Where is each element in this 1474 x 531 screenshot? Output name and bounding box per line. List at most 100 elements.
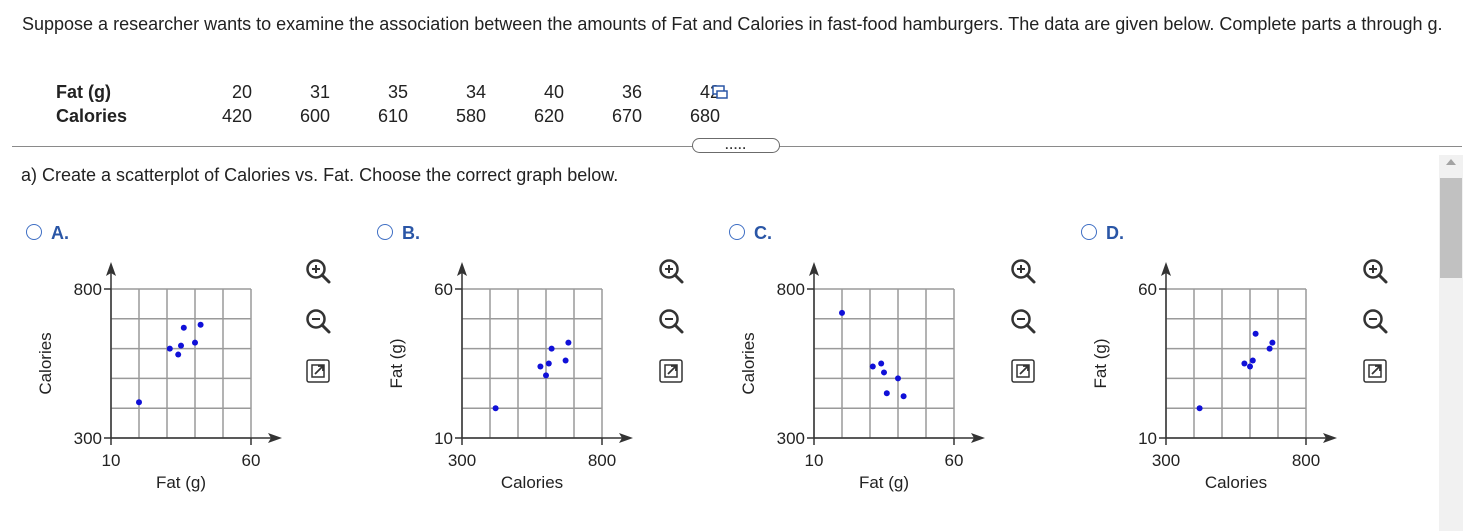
x-axis-arrow-icon [619, 433, 633, 443]
data-point [1269, 339, 1276, 346]
y-axis-label: Fat (g) [1091, 338, 1110, 388]
scatterplot-d: 60 10 300 800 Calories Fat (g) [1091, 262, 1337, 492]
zoom-in-icon [306, 259, 331, 284]
y-tick-label: 60 [434, 280, 453, 299]
zoom-out-button[interactable] [303, 306, 333, 336]
open-graph-button[interactable] [1360, 356, 1390, 386]
zoom-out-button[interactable] [1360, 306, 1390, 336]
x-tick-label: 300 [1152, 451, 1180, 470]
expand-more-button[interactable]: ..... [692, 138, 780, 153]
data-point [839, 309, 845, 316]
data-point [166, 345, 173, 352]
data-point [192, 339, 198, 346]
x-tick-label: 60 [242, 451, 261, 470]
x-axis-arrow-icon [268, 433, 282, 443]
open-graph-button[interactable] [656, 356, 686, 386]
data-point [1252, 330, 1259, 337]
data-point [883, 390, 890, 397]
y-axis-arrow-icon [809, 262, 819, 276]
zoom-out-button[interactable] [1008, 306, 1038, 336]
table-cell: 600 [299, 106, 330, 126]
y-tick-label: 10 [434, 429, 453, 448]
zoom-in-icon [659, 259, 684, 284]
y-axis-arrow-icon [457, 262, 467, 276]
table-cell: 620 [533, 106, 564, 126]
data-point [1249, 357, 1256, 364]
radio-option-a[interactable] [26, 224, 42, 240]
table-cell: 670 [611, 106, 642, 126]
table-cell: 35 [387, 82, 408, 102]
table-row: Fat (g) 20 31 35 34 40 36 42 [56, 80, 720, 104]
x-axis-label: Fat (g) [156, 473, 206, 492]
x-axis-arrow-icon [971, 433, 985, 443]
data-point [869, 363, 876, 370]
y-tick-label: 60 [1138, 280, 1157, 299]
open-graph-button[interactable] [1008, 356, 1038, 386]
data-point [900, 393, 907, 400]
data-point [537, 363, 544, 370]
data-point [548, 345, 555, 352]
option-letter[interactable]: A. [51, 223, 69, 243]
open-graph-button[interactable] [303, 356, 333, 386]
data-point [895, 375, 901, 382]
x-axis-label: Calories [501, 473, 563, 492]
x-tick-label: 800 [1292, 451, 1320, 470]
data-point [197, 321, 204, 328]
y-axis-arrow-icon [1161, 262, 1171, 276]
scatterplot-b: 60 10 300 800 Calories Fat (g) [387, 262, 633, 492]
data-point [178, 342, 184, 349]
table-cell: 42 [699, 82, 720, 102]
x-tick-label: 300 [448, 451, 476, 470]
y-axis-label: Fat (g) [387, 338, 406, 388]
data-point [492, 405, 499, 412]
data-point [1241, 360, 1248, 367]
zoom-out-icon [1363, 309, 1388, 334]
radio-option-c[interactable] [729, 224, 745, 240]
x-tick-label: 60 [945, 451, 964, 470]
x-tick-label: 800 [588, 451, 616, 470]
table-cell: 680 [689, 106, 720, 126]
zoom-in-button[interactable] [303, 256, 333, 286]
external-link-icon [306, 359, 330, 383]
scrollbar-thumb[interactable] [1440, 178, 1462, 278]
x-axis-label: Calories [1205, 473, 1267, 492]
row-label-calories: Calories [56, 106, 128, 126]
option-letter[interactable]: B. [402, 223, 420, 243]
table-cell: 20 [231, 82, 252, 102]
table-cell: 580 [455, 106, 486, 126]
y-tick-label: 300 [74, 429, 102, 448]
zoom-out-icon [306, 309, 331, 334]
data-point [180, 324, 187, 331]
zoom-out-button[interactable] [656, 306, 686, 336]
zoom-out-icon [659, 309, 684, 334]
data-point [878, 360, 885, 367]
external-link-icon [659, 359, 683, 383]
radio-option-d[interactable] [1081, 224, 1097, 240]
zoom-in-button[interactable] [1008, 256, 1038, 286]
option-letter[interactable]: D. [1106, 223, 1124, 243]
data-point [1196, 405, 1203, 412]
copy-icon[interactable] [712, 84, 728, 100]
table-cell: 31 [309, 82, 330, 102]
x-tick-label: 10 [102, 451, 121, 470]
option-c: C. 800 300 10 60 Fat (g) Calories [729, 222, 1079, 522]
y-tick-label: 300 [777, 429, 805, 448]
data-point [545, 360, 552, 367]
y-tick-label: 800 [777, 280, 805, 299]
radio-option-b[interactable] [377, 224, 393, 240]
zoom-in-icon [1011, 259, 1036, 284]
table-row: Calories 420 600 610 580 620 670 680 [56, 104, 720, 128]
data-point [562, 357, 569, 364]
x-tick-label: 10 [805, 451, 824, 470]
y-axis-label: Calories [739, 332, 758, 394]
part-a-prompt: a) Create a scatterplot of Calories vs. … [21, 165, 619, 185]
zoom-in-button[interactable] [1360, 256, 1390, 286]
table-cell: 40 [543, 82, 564, 102]
option-letter[interactable]: C. [754, 223, 772, 243]
zoom-in-button[interactable] [656, 256, 686, 286]
scroll-up-arrow-icon[interactable] [1446, 159, 1456, 165]
data-point [1266, 345, 1273, 352]
external-link-icon [1011, 359, 1035, 383]
